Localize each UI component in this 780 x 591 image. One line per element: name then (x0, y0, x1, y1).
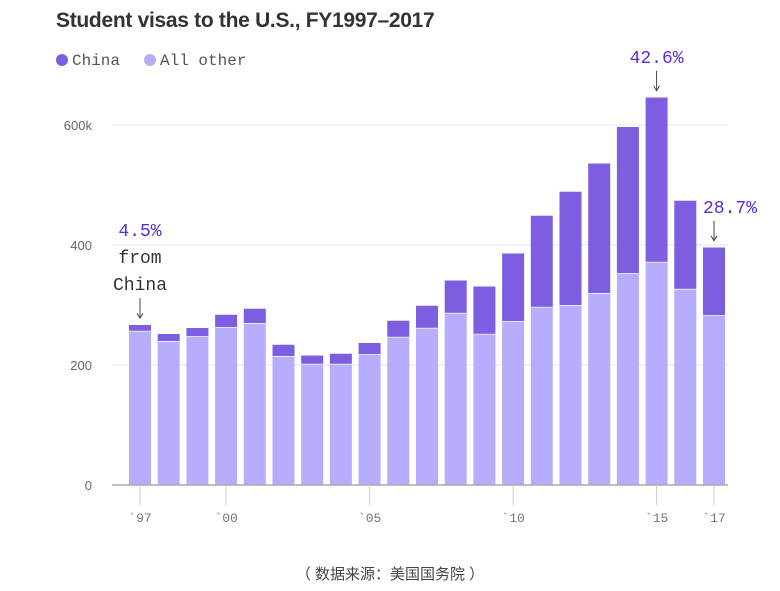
bar-china-2011 (530, 215, 553, 307)
legend-item-all-other: All other (144, 52, 246, 70)
x-tick-label: `15 (645, 511, 668, 526)
bar-china-2000 (215, 314, 238, 328)
x-tick-label: `00 (214, 511, 237, 526)
bar-china-2001 (243, 308, 266, 323)
bar-china-1998 (157, 333, 180, 341)
bar-china-2014 (616, 126, 639, 274)
bar-china-2012 (559, 191, 582, 305)
arrowhead-icon (710, 235, 718, 242)
bar-all-other-2010 (502, 321, 525, 485)
legend-label: China (72, 52, 121, 70)
x-tick-label: `05 (358, 511, 381, 526)
bar-all-other-2009 (473, 333, 496, 485)
annotation-text: China (113, 276, 167, 296)
y-tick-label: 200 (70, 358, 92, 373)
bar-china-2010 (502, 252, 525, 322)
bar-all-other-2008 (444, 312, 467, 485)
annotation-text: 4.5% (118, 222, 161, 242)
bar-all-other-2004 (329, 363, 352, 485)
bar-china-2009 (473, 285, 496, 334)
bar-china-2013 (588, 162, 611, 293)
bar-all-other-2011 (530, 306, 553, 485)
bar-all-other-1999 (186, 336, 209, 485)
bar-china-2002 (272, 344, 295, 356)
china-swatch-icon (56, 54, 68, 66)
legend-label: All other (160, 52, 247, 70)
chart-title: Student visas to the U.S., FY1997–2017 (56, 9, 435, 32)
y-tick-label: 0 (85, 478, 92, 493)
bar-all-other-2005 (358, 354, 381, 485)
y-tick-label: 600k (64, 118, 93, 133)
bar-china-1999 (186, 327, 209, 337)
bar-china-2005 (358, 342, 381, 355)
chart-plot: 0 200 400 600k `97 `00 `05 `10 `15 `17 4.5% from Chi… (64, 49, 757, 526)
bar-china-2017 (703, 246, 725, 316)
bar-all-other-2001 (243, 323, 266, 485)
bar-all-other-2014 (616, 273, 639, 485)
bar-china-2004 (329, 353, 352, 364)
y-tick-label: 400 (70, 238, 92, 253)
bar-all-other-2012 (559, 305, 582, 485)
bar-china-2006 (387, 320, 410, 337)
bar-china-2008 (444, 279, 467, 313)
bar-all-other-2003 (301, 363, 324, 485)
arrowhead-icon (136, 312, 144, 320)
annotation-text: 28.7% (703, 199, 757, 219)
bar-all-other-1998 (157, 341, 180, 485)
bar-all-other-2006 (387, 336, 410, 485)
bar-all-other-2016 (674, 288, 697, 485)
source-note: （ 数据来源：美国国务院 ） (295, 566, 485, 583)
legend-item-china: China (56, 52, 120, 70)
bar-china-2003 (301, 354, 324, 364)
bar-all-other-2015 (645, 261, 668, 485)
x-tick-label: `17 (702, 511, 725, 526)
bar-all-other-2002 (272, 356, 295, 485)
annotation-text: from (118, 249, 161, 269)
bar-china-1997 (129, 324, 151, 331)
other-swatch-icon (144, 54, 157, 66)
annotation-text: 42.6% (630, 49, 684, 69)
bar-china-2015 (645, 96, 668, 262)
bar-all-other-2013 (588, 293, 611, 485)
bar-all-other-1997 (129, 330, 151, 485)
x-tick-label: `10 (501, 511, 524, 526)
legend: China All other (56, 52, 246, 70)
arrowhead-icon (653, 85, 661, 92)
bar-all-other-2017 (703, 315, 725, 485)
bar-all-other-2007 (416, 327, 438, 485)
bar-china-2007 (416, 305, 438, 328)
bar-all-other-2000 (215, 327, 238, 485)
bar-china-2016 (674, 200, 697, 289)
x-tick-label: `97 (128, 511, 151, 526)
